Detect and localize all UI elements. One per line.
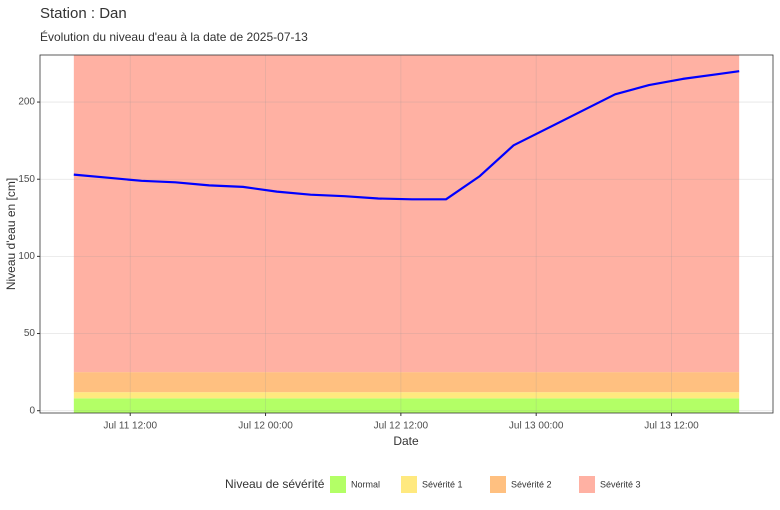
x-tick-label: Jul 12 12:00 bbox=[374, 421, 429, 432]
plot-border bbox=[39, 54, 774, 414]
y-axis-title: Niveau d'eau en [cm] bbox=[4, 178, 18, 290]
severity-band bbox=[73, 55, 740, 373]
y-tick-label: 150 bbox=[18, 174, 35, 185]
legend-label: Sévérité 2 bbox=[511, 479, 552, 489]
line bbox=[73, 70, 740, 201]
chart-subtitle: Évolution du niveau d'eau à la date de 2… bbox=[40, 29, 308, 44]
chart-title: Station : Dan bbox=[40, 5, 127, 22]
x-axis-title: Date bbox=[393, 434, 419, 448]
severity-band bbox=[73, 392, 740, 399]
x-tick-label: Jul 11 12:00 bbox=[103, 421, 157, 432]
severity-band bbox=[73, 398, 740, 413]
legend-key bbox=[579, 476, 595, 493]
legend-key bbox=[330, 476, 346, 493]
y-tick-label: 0 bbox=[29, 405, 35, 416]
x-tick-label: Jul 13 12:00 bbox=[644, 421, 699, 432]
legend-key bbox=[490, 476, 506, 493]
legend-label: Sévérité 3 bbox=[600, 479, 641, 489]
y-tick-label: 50 bbox=[24, 328, 36, 339]
y-tick-label: 100 bbox=[18, 251, 35, 262]
y-tick-label: 200 bbox=[18, 97, 35, 108]
legend-title: Niveau de sévérité bbox=[225, 477, 325, 491]
legend-label: Normal bbox=[351, 479, 380, 489]
legend-label: Sévérité 1 bbox=[422, 479, 463, 489]
x-tick-label: Jul 13 00:00 bbox=[509, 421, 564, 432]
legend-key bbox=[401, 476, 417, 493]
x-tick-label: Jul 12 00:00 bbox=[238, 421, 293, 432]
severity-band bbox=[73, 372, 740, 393]
